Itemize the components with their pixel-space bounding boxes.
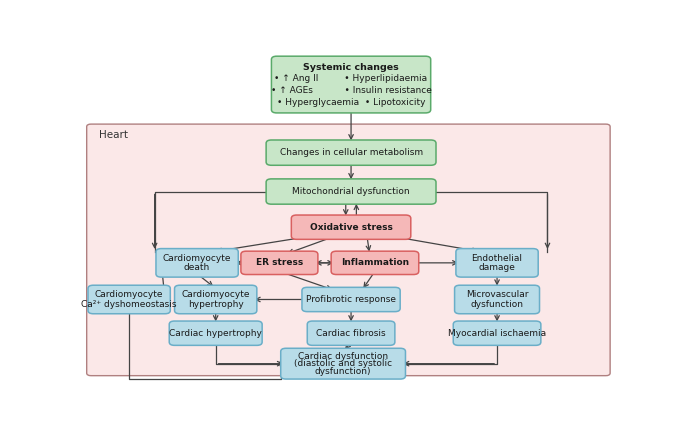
FancyBboxPatch shape xyxy=(156,248,238,277)
FancyBboxPatch shape xyxy=(175,285,257,314)
FancyBboxPatch shape xyxy=(241,251,318,274)
Text: Cardiomyocyte: Cardiomyocyte xyxy=(163,253,232,263)
Text: hypertrophy: hypertrophy xyxy=(188,300,244,309)
FancyBboxPatch shape xyxy=(331,251,419,274)
Text: Cardiac hypertrophy: Cardiac hypertrophy xyxy=(169,329,262,338)
Text: damage: damage xyxy=(479,263,516,272)
Text: dysfunction: dysfunction xyxy=(471,300,523,309)
FancyBboxPatch shape xyxy=(169,321,262,345)
FancyBboxPatch shape xyxy=(88,285,171,314)
Text: Systemic changes: Systemic changes xyxy=(303,63,399,72)
FancyBboxPatch shape xyxy=(308,321,395,345)
FancyBboxPatch shape xyxy=(87,124,610,376)
Text: Changes in cellular metabolism: Changes in cellular metabolism xyxy=(279,148,423,157)
Text: • Hyperglycaemia  • Lipotoxicity: • Hyperglycaemia • Lipotoxicity xyxy=(277,98,425,107)
Text: Myocardial ischaemia: Myocardial ischaemia xyxy=(448,329,546,338)
FancyBboxPatch shape xyxy=(271,56,431,113)
FancyBboxPatch shape xyxy=(455,285,540,314)
FancyBboxPatch shape xyxy=(266,179,436,204)
FancyBboxPatch shape xyxy=(302,287,400,312)
Text: Cardiomyocyte: Cardiomyocyte xyxy=(182,290,250,299)
FancyBboxPatch shape xyxy=(453,321,541,345)
Text: • ↑ Ang II         • Hyperlipidaemia: • ↑ Ang II • Hyperlipidaemia xyxy=(275,74,427,83)
FancyBboxPatch shape xyxy=(266,140,436,165)
Text: ER stress: ER stress xyxy=(256,258,303,267)
Text: Cardiomyocyte: Cardiomyocyte xyxy=(95,290,164,299)
Text: Mitochondrial dysfunction: Mitochondrial dysfunction xyxy=(292,187,410,196)
Text: Heart: Heart xyxy=(99,130,128,140)
Text: Cardiac fibrosis: Cardiac fibrosis xyxy=(316,329,386,338)
FancyBboxPatch shape xyxy=(281,348,406,379)
Text: Oxidative stress: Oxidative stress xyxy=(310,223,393,232)
Text: death: death xyxy=(184,263,210,272)
Text: dysfunction): dysfunction) xyxy=(315,367,371,376)
Text: Microvascular: Microvascular xyxy=(466,290,528,299)
FancyBboxPatch shape xyxy=(291,215,411,240)
Text: Cardiac dysfunction: Cardiac dysfunction xyxy=(298,352,388,361)
Text: • ↑ AGEs           • Insulin resistance: • ↑ AGEs • Insulin resistance xyxy=(271,86,432,95)
Text: Inflammation: Inflammation xyxy=(341,258,409,267)
Text: Ca²⁺ dyshomeostasis: Ca²⁺ dyshomeostasis xyxy=(82,300,177,309)
Text: Profibrotic response: Profibrotic response xyxy=(306,295,396,304)
Text: Endothelial: Endothelial xyxy=(471,253,523,263)
FancyBboxPatch shape xyxy=(456,248,538,277)
Text: (diastolic and systolic: (diastolic and systolic xyxy=(294,359,392,368)
